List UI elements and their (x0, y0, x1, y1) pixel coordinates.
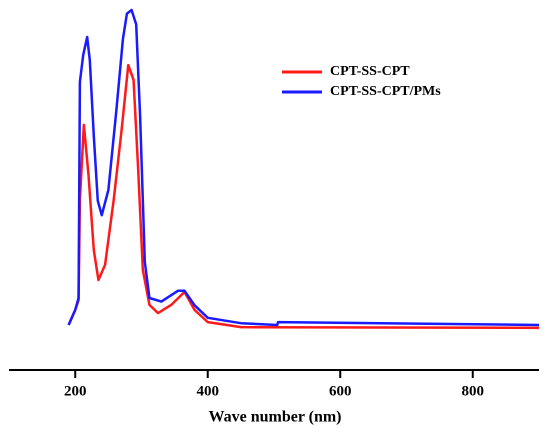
x-tick-label: 800 (462, 383, 485, 399)
legend-label: CPT-SS-CPT (330, 64, 410, 79)
data-line (67, 8, 540, 327)
x-axis-label: Wave number (nm) (208, 409, 341, 426)
legend-label: CPT-SS-CPT/PMs (330, 84, 441, 99)
x-tick-label: 200 (64, 383, 87, 399)
x-tick-label: 600 (329, 383, 352, 399)
x-tick-label: 400 (197, 383, 220, 399)
data-line (67, 63, 540, 330)
